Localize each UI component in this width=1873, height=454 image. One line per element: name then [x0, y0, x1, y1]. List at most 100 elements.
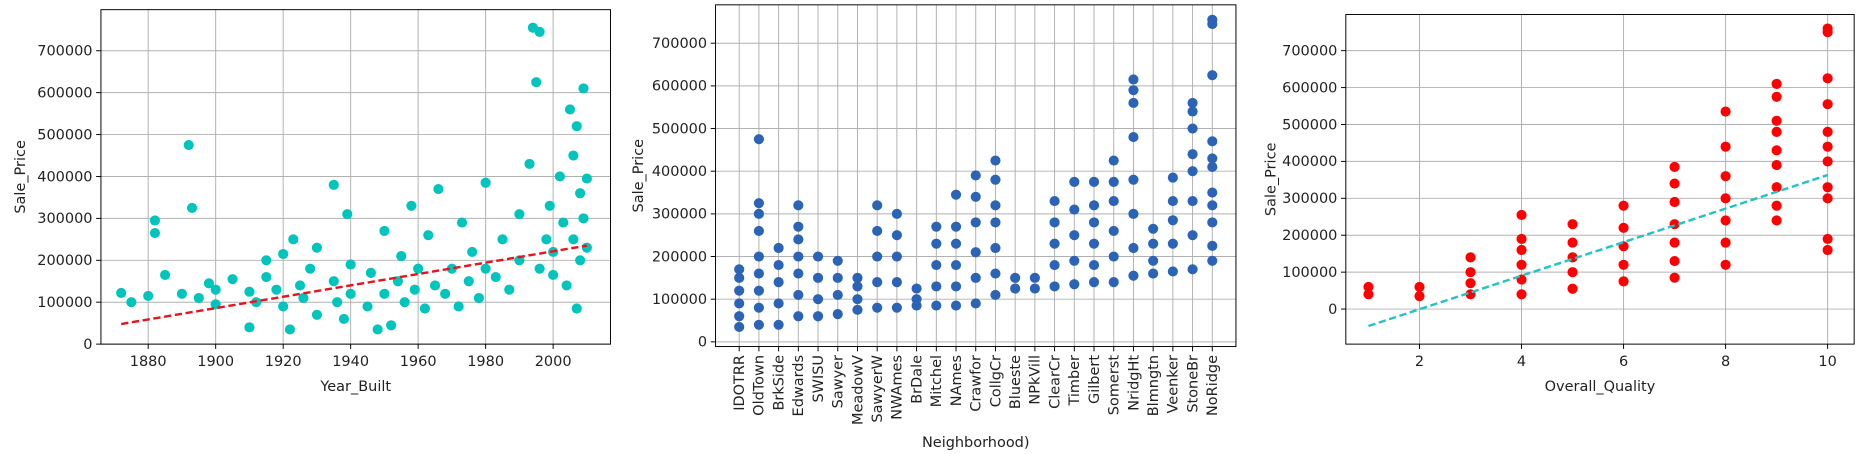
point: [753, 198, 764, 209]
point: [480, 177, 491, 188]
x-tick-label: 2000: [535, 354, 572, 370]
point: [891, 230, 902, 241]
y-tick-label: 100000: [652, 292, 707, 308]
point: [1618, 259, 1629, 270]
x-tick-label: NPkVill: [1028, 355, 1044, 405]
point: [1414, 281, 1425, 292]
x-tick-label: Gilbert: [1087, 355, 1103, 404]
point: [210, 284, 221, 295]
x-tick-label: IDOTRR: [732, 355, 748, 411]
point: [1465, 252, 1476, 263]
point: [1618, 200, 1629, 211]
point: [1088, 277, 1100, 288]
point: [793, 268, 804, 279]
chart: 0 100000 200000 300000 400000 500000 600000 700…: [631, 4, 1237, 451]
point: [271, 284, 282, 295]
point: [1363, 281, 1374, 292]
point: [261, 255, 272, 266]
point: [1207, 70, 1218, 81]
point: [1069, 279, 1080, 290]
x-tick-label: 1920: [265, 354, 302, 370]
point: [1516, 289, 1527, 300]
point: [1207, 200, 1218, 211]
point: [1108, 176, 1119, 187]
x-tick-label: CollgCr: [988, 355, 1004, 407]
point: [931, 300, 942, 311]
point: [1069, 204, 1080, 215]
point: [575, 255, 586, 266]
y-tick-label: 200000: [37, 253, 92, 269]
point: [396, 251, 407, 262]
point: [1207, 14, 1218, 25]
point: [1771, 160, 1782, 171]
y-tick-label: 0: [83, 337, 92, 353]
point: [1669, 196, 1680, 208]
point: [1822, 99, 1833, 110]
point: [1567, 283, 1578, 294]
point: [278, 301, 289, 312]
point: [1669, 161, 1680, 173]
point: [311, 309, 322, 320]
point: [379, 225, 390, 237]
point: [812, 294, 824, 305]
point: [149, 227, 161, 239]
point: [970, 170, 981, 181]
point: [1128, 132, 1139, 143]
y-tick-label: 500000: [37, 127, 92, 143]
point: [891, 277, 902, 288]
point: [514, 209, 525, 220]
x-tick-label: StoneBr: [1185, 355, 1201, 413]
point: [1516, 209, 1527, 220]
trend-line: [120, 244, 588, 326]
point: [1618, 276, 1629, 287]
point: [1128, 208, 1139, 219]
point: [372, 324, 383, 335]
point: [1148, 223, 1159, 234]
point: [1167, 238, 1178, 249]
point: [990, 268, 1001, 279]
point: [244, 322, 255, 333]
point: [413, 263, 424, 274]
point: [284, 324, 295, 335]
point: [1167, 195, 1178, 207]
point: [126, 297, 137, 308]
point: [1720, 171, 1731, 182]
y-axis-label: Sale_Price: [1264, 142, 1280, 216]
point: [568, 234, 579, 245]
x-tick-label: SWISU: [811, 355, 827, 403]
y-tick-label: 200000: [652, 249, 707, 265]
x-axis-label: Overall_Quality: [1545, 379, 1656, 395]
point: [1822, 244, 1833, 256]
y-tick-label: 600000: [37, 85, 92, 101]
point: [1822, 156, 1833, 167]
plot-frame: [715, 4, 1237, 348]
point: [554, 171, 565, 182]
point: [419, 303, 430, 314]
point: [1069, 176, 1080, 187]
point: [1108, 225, 1119, 236]
point: [793, 234, 804, 245]
point: [950, 300, 962, 311]
point: [793, 251, 804, 262]
point: [852, 281, 863, 292]
point: [970, 191, 981, 202]
point: [1088, 200, 1100, 211]
point: [399, 297, 410, 308]
point: [1128, 97, 1139, 109]
x-tick-label: BrkSide: [771, 355, 787, 411]
point: [1029, 283, 1040, 294]
point: [1465, 278, 1476, 289]
point: [832, 272, 843, 283]
point: [931, 281, 942, 292]
y-tick-label: 200000: [1282, 228, 1337, 244]
chart: 0 100000 200000 300000 400000 500000 600000 700…: [13, 9, 611, 395]
x-tick-label: Timber: [1067, 355, 1083, 407]
point: [423, 230, 434, 241]
y-tick-label: 0: [1328, 302, 1337, 318]
point: [193, 292, 204, 304]
y-tick-label: 500000: [1282, 117, 1337, 133]
point: [1049, 195, 1060, 207]
point: [734, 321, 745, 332]
point: [1771, 182, 1782, 193]
point: [571, 121, 582, 132]
